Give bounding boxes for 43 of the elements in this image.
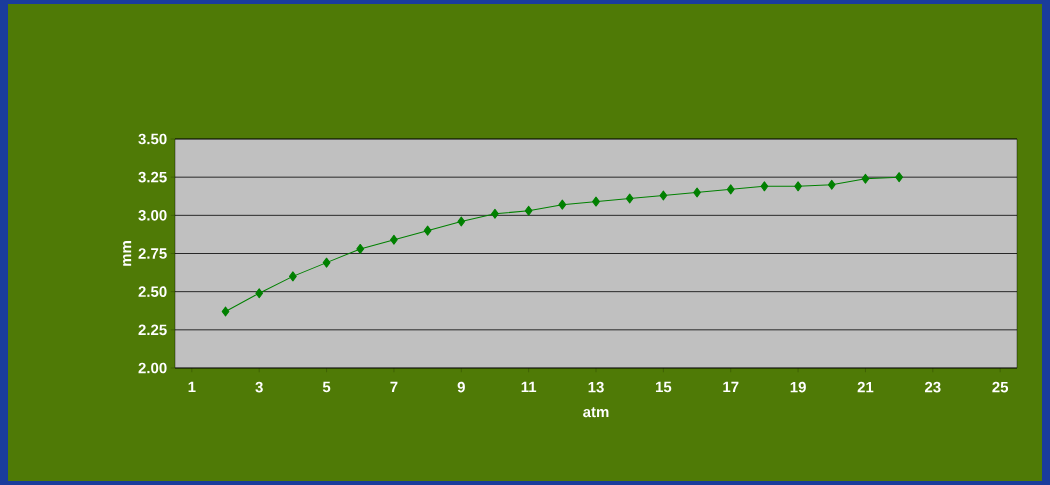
x-tick-label: 13 [588,381,604,393]
point [827,179,836,190]
y-tick-label: 2.75 [138,248,167,259]
point [861,173,870,184]
x-tick-label: 19 [790,381,806,393]
point [659,190,668,201]
point [592,196,600,207]
point [625,193,634,204]
point [221,306,230,317]
point [390,234,398,245]
x-tick-label: 9 [457,381,465,393]
point [289,271,297,282]
point [895,172,903,183]
x-tick-label: 7 [390,381,398,393]
point [423,225,432,236]
x-tick-label: 3 [255,381,263,393]
point [457,216,466,227]
x-tick-label: 1 [188,381,196,393]
y-tick-label: 3.50 [138,133,167,145]
x-tick-label: 5 [322,381,331,393]
point [524,205,533,216]
point [760,181,769,192]
point [558,199,567,210]
x-axis-title: atm [583,407,609,418]
x-tick-label: 11 [521,381,537,393]
y-tick-label: 2.50 [138,286,167,297]
point [693,187,701,198]
x-tick-label: 23 [924,381,941,393]
y-tick-label: 3.00 [138,210,167,221]
x-tick-label: 21 [857,381,874,393]
point [491,208,499,219]
y-tick-label: 3.25 [138,171,167,183]
x-tick-label: 17 [723,381,739,393]
point [356,243,365,254]
point [255,288,264,299]
point [794,181,802,192]
point [726,184,735,195]
point [322,257,331,268]
x-tick-label: 15 [655,381,672,393]
y-axis-title: mm [123,241,132,266]
y-tick-label: 2.00 [138,362,167,374]
x-tick-label: 25 [992,381,1009,393]
y-tick-label: 2.25 [138,324,167,336]
